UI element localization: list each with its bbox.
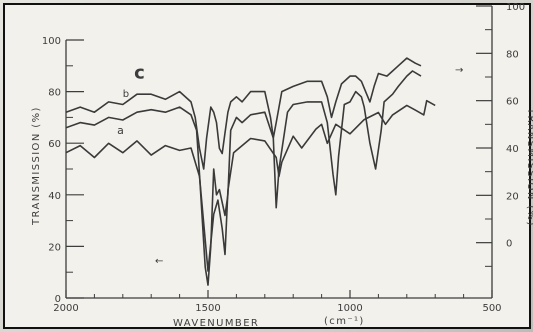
series-layer: a bc: [65, 57, 436, 286]
curve-label-c: c: [134, 63, 145, 84]
x-axis-label: WAVENUMBER: [173, 318, 259, 329]
y-left-tick-label: 80: [48, 88, 61, 99]
y-left-tick-label: 0: [55, 294, 61, 305]
x-axis-unit: (cm⁻¹): [324, 316, 365, 327]
curve-label-a: a: [117, 124, 124, 137]
series-line-c: [65, 57, 422, 170]
x-tick-label: 1500: [195, 303, 220, 314]
series-line-b: [65, 70, 422, 286]
y-axis-left-label: TRANSMISSION (%): [31, 106, 42, 226]
y-right-tick-label: 0: [506, 239, 512, 250]
y-right-tick-label: 60: [506, 97, 519, 108]
x-tick-label: 1000: [337, 303, 362, 314]
arrow-right-annotation: →: [455, 65, 463, 76]
y-right-tick-label: 40: [506, 144, 519, 155]
paper-frame: [3, 3, 531, 329]
y-left-tick-label: 60: [48, 139, 61, 150]
x-tick-label: 2000: [53, 303, 78, 314]
y-left-tick-label: 100: [42, 36, 61, 47]
y-right-tick-label: 20: [506, 191, 519, 202]
y-left-tick-label: 40: [48, 191, 61, 202]
y-left-tick-label: 20: [48, 242, 61, 253]
y-right-tick-label: 100: [506, 2, 525, 13]
x-tick-label: 500: [482, 303, 501, 314]
y-axis-right-label: TRANSMISSION (%): [525, 107, 533, 227]
curve-label-b: b: [123, 89, 129, 100]
axes-layer: 2000 1500 1000 500020406080100020406080100→…: [42, 2, 525, 314]
arrow-left-annotation: ←: [155, 256, 163, 267]
y-right-tick-label: 80: [506, 49, 519, 60]
